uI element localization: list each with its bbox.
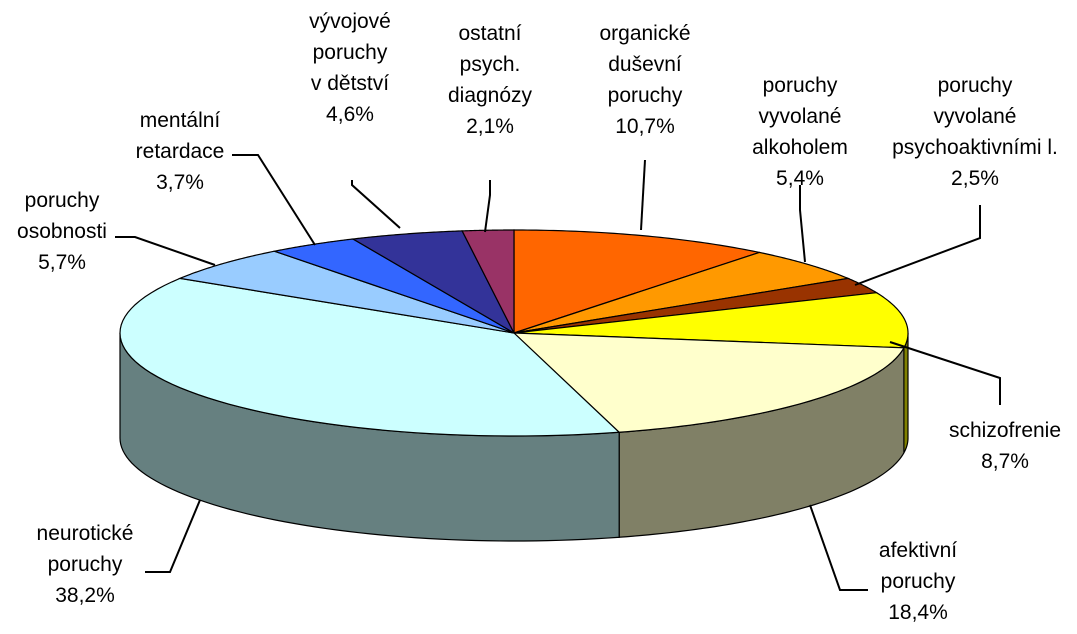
category-name: afektivní poruchy bbox=[878, 539, 958, 593]
category-name: poruchy vyvolané psychoaktivními l. bbox=[892, 74, 1058, 159]
value-label: 4,6% bbox=[326, 103, 374, 126]
category-name: neurotické poruchy bbox=[36, 522, 134, 576]
slice bbox=[512, 332, 905, 433]
slice-label: poruchy vyvolané psychoaktivními l. 2,5% bbox=[892, 70, 1058, 194]
category-name: vývojové poruchy v dětství bbox=[309, 10, 391, 95]
slice-side bbox=[903, 332, 909, 456]
slice bbox=[513, 277, 879, 334]
slice-label: schizofrenie 8,7% bbox=[949, 415, 1061, 477]
leader-line bbox=[889, 341, 1001, 405]
slice bbox=[513, 229, 762, 334]
slice bbox=[351, 230, 516, 335]
slice bbox=[461, 229, 515, 334]
value-label: 5,7% bbox=[38, 251, 86, 274]
category-name: ostatní psych. diagnózy bbox=[447, 22, 533, 107]
leader-line bbox=[145, 499, 201, 573]
leader-line bbox=[232, 154, 316, 246]
category-name: schizofrenie bbox=[948, 419, 1062, 442]
value-label: 10,7% bbox=[615, 115, 675, 138]
slice bbox=[119, 277, 621, 437]
value-label: 8,7% bbox=[981, 450, 1029, 473]
leader-line bbox=[484, 180, 491, 233]
slice bbox=[177, 250, 515, 334]
value-label: 5,4% bbox=[776, 167, 824, 190]
category-name: poruchy osobnosti bbox=[17, 189, 107, 243]
leader-line bbox=[115, 236, 216, 266]
slice-label: ostatní psych. diagnózy 2,1% bbox=[448, 18, 532, 142]
category-name: organické duševní poruchy bbox=[599, 22, 691, 107]
slice-label: poruchy osobnosti 5,7% bbox=[17, 185, 107, 278]
leader-line bbox=[640, 159, 646, 231]
slice bbox=[513, 251, 851, 334]
category-name: mentální retardace bbox=[135, 109, 225, 163]
slice-label: vývojové poruchy v dětství 4,6% bbox=[309, 6, 391, 130]
slice bbox=[272, 238, 515, 334]
leader-line bbox=[799, 185, 806, 263]
slice-label: neurotické poruchy 38,2% bbox=[37, 518, 134, 611]
slice-label: poruchy vyvolané alkoholem 5,4% bbox=[752, 70, 848, 194]
slice-label: organické duševní poruchy 10,7% bbox=[599, 18, 690, 142]
leader-line bbox=[351, 180, 401, 229]
value-label: 18,4% bbox=[888, 601, 948, 624]
category-name: poruchy vyvolané alkoholem bbox=[752, 74, 848, 159]
slice-label: afektivní poruchy 18,4% bbox=[879, 535, 957, 628]
value-label: 38,2% bbox=[55, 584, 115, 607]
slice bbox=[513, 292, 909, 349]
slice-label: mentální retardace 3,7% bbox=[136, 105, 225, 198]
value-label: 2,1% bbox=[466, 115, 514, 138]
value-label: 2,5% bbox=[951, 167, 999, 190]
leader-line bbox=[854, 205, 981, 286]
value-label: 3,7% bbox=[156, 171, 204, 194]
leader-line bbox=[809, 504, 868, 591]
